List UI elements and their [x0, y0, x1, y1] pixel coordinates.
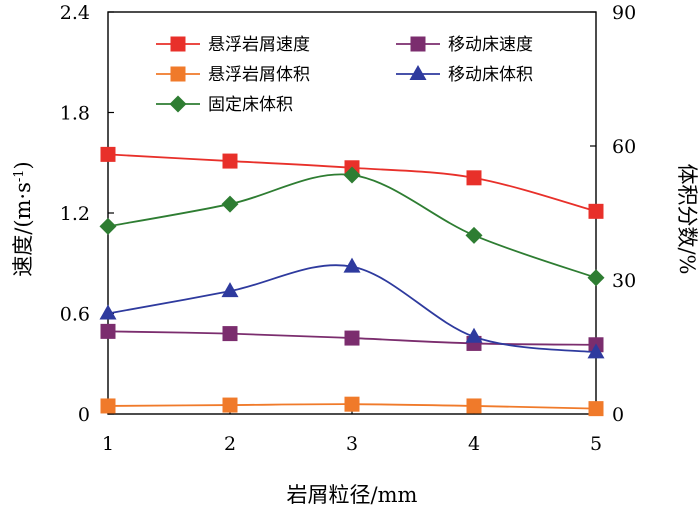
legend-marker — [169, 95, 187, 113]
y-left-tick-label: 1.2 — [60, 203, 90, 225]
data-point — [222, 326, 238, 342]
data-point — [344, 396, 360, 412]
y-left-tick-label: 0 — [78, 404, 90, 426]
y-axis-left-title-sup: -1 — [12, 169, 27, 182]
data-point — [465, 327, 483, 343]
data-point — [100, 146, 116, 162]
x-tick-label: 3 — [346, 433, 358, 455]
legend-item: 固定床体积 — [156, 95, 293, 115]
series-2 — [100, 396, 604, 417]
data-point — [99, 217, 117, 235]
y-left-tick-label: 1.8 — [60, 103, 90, 125]
y-axis-left-title-main: 速度/(m·s — [11, 182, 35, 277]
y-left-tick-label: 0.6 — [60, 304, 90, 326]
x-tick-label: 5 — [590, 433, 602, 455]
data-point — [343, 257, 361, 273]
y-right-tick-label: 60 — [612, 136, 636, 158]
x-tick-label: 2 — [224, 433, 236, 455]
legend-item: 悬浮岩屑速度 — [156, 35, 310, 55]
x-tick-label: 1 — [102, 433, 114, 455]
y-right-tick-label: 30 — [612, 270, 636, 292]
series-1 — [100, 323, 604, 353]
data-point — [99, 304, 117, 320]
x-axis-title: 岩屑粒径/mm — [287, 483, 418, 507]
legend-label: 固定床体积 — [208, 95, 293, 115]
legend-marker — [170, 36, 186, 52]
data-point — [587, 343, 605, 359]
data-point — [221, 282, 239, 298]
data-point — [222, 397, 238, 413]
y-left-tick-label: 2.4 — [60, 2, 90, 24]
y-right-tick-label: 90 — [612, 2, 636, 24]
data-point — [587, 269, 605, 287]
data-point — [221, 195, 239, 213]
legend-marker — [410, 36, 426, 52]
legend-item: 移动床体积 — [396, 65, 533, 85]
series-layer — [99, 146, 605, 417]
data-point — [222, 153, 238, 169]
data-point — [344, 330, 360, 346]
data-point — [588, 401, 604, 417]
legend-label: 移动床速度 — [448, 35, 533, 55]
data-point — [465, 226, 483, 244]
y-axis-left-title-close: ) — [11, 161, 35, 169]
data-point — [100, 323, 116, 339]
y-right-tick-label: 0 — [612, 404, 624, 426]
legend-item: 悬浮岩屑体积 — [156, 65, 310, 85]
x-tick-label: 4 — [468, 433, 480, 455]
y-axis-right-title: 体积分数/% — [675, 163, 699, 274]
legend-marker — [170, 66, 186, 82]
series-0 — [100, 146, 604, 219]
data-point — [466, 398, 482, 414]
legend-item: 移动床速度 — [396, 35, 533, 55]
data-point — [100, 398, 116, 414]
data-point — [343, 166, 361, 184]
series-4 — [99, 166, 605, 287]
legend-label: 悬浮岩屑体积 — [208, 65, 310, 85]
data-point — [466, 170, 482, 186]
series-3 — [99, 257, 605, 359]
legend-label: 悬浮岩屑速度 — [208, 35, 310, 55]
legend-label: 移动床体积 — [448, 65, 533, 85]
data-point — [588, 203, 604, 219]
legend-marker — [409, 65, 427, 80]
y-axis-left-title: 速度/(m·s-1) — [11, 161, 35, 277]
